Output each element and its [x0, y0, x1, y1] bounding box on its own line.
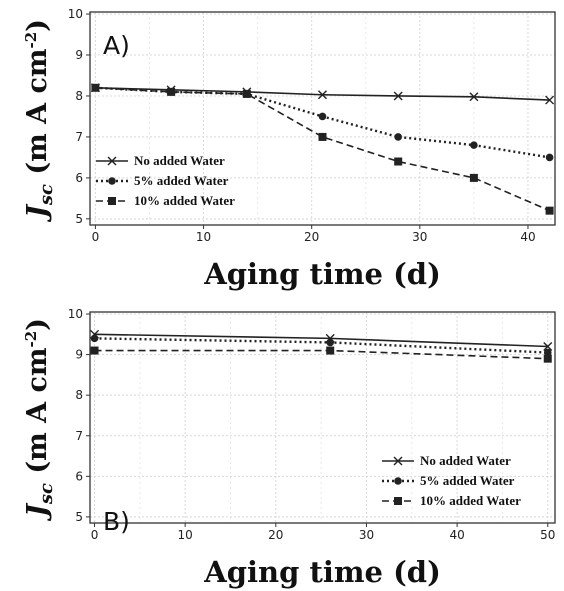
data-point-square	[108, 197, 116, 205]
x-axis-label: Aging time (d)	[203, 555, 441, 589]
y-tick-label: 9	[75, 348, 83, 362]
series-x	[90, 83, 555, 105]
series-line	[95, 86, 550, 159]
data-point-circle	[318, 112, 327, 121]
y-tick-label: 8	[75, 89, 83, 103]
x-tick-label: 30	[359, 528, 374, 542]
series-line	[94, 333, 548, 348]
legend-label: 10% added Water	[420, 493, 521, 508]
data-point-square	[543, 354, 552, 363]
chart-panel-b: 0 10 20 30 40 50 5 6 7 8 9 10 No added Water 5% added…	[22, 307, 556, 589]
y-tick-label: 6	[75, 171, 83, 185]
data-point-circle	[545, 153, 554, 162]
y-tick-label: 9	[75, 48, 83, 62]
series-square	[90, 346, 552, 363]
data-point-x	[393, 91, 403, 101]
data-point-circle	[394, 133, 402, 141]
y-axis-label: Jsc (m A cm-2)	[22, 318, 57, 522]
legend: No added Water 5% added Water 10% added Wa…	[96, 153, 235, 208]
data-point-square	[318, 132, 327, 141]
panel-label: A)	[103, 31, 130, 60]
x-axis-label: Aging time (d)	[203, 257, 441, 291]
x-tick-label: 0	[91, 528, 99, 542]
x-tick-label: 0	[92, 230, 100, 244]
x-tick-label: 40	[520, 230, 535, 244]
x-tick-label: 30	[412, 230, 427, 244]
x-tick-label: 40	[449, 528, 464, 542]
legend-label: 5% added Water	[134, 173, 229, 188]
legend-label: 5% added Water	[420, 473, 515, 488]
data-point-circle	[90, 334, 99, 343]
x-tick-label: 10	[178, 528, 193, 542]
data-point-square	[469, 173, 478, 182]
data-point-square	[167, 87, 176, 96]
data-point-circle	[326, 338, 335, 347]
y-tick-label: 10	[68, 307, 83, 321]
plot-frame	[89, 311, 556, 524]
y-tick-label: 8	[75, 388, 83, 402]
y-axis-label: Jsc (m A cm-2)	[22, 19, 57, 223]
y-tick-label: 7	[75, 130, 83, 144]
data-point-circle	[470, 141, 478, 149]
data-point-x	[469, 92, 479, 102]
x-tick-label: 20	[268, 528, 283, 542]
data-point-square	[394, 157, 403, 166]
legend: No added Water 5% added Water 10% added Wa…	[382, 453, 521, 508]
data-point-x	[393, 456, 403, 466]
data-point-x	[545, 95, 555, 105]
data-point-square	[242, 89, 251, 98]
data-point-circle	[543, 348, 552, 357]
series-square	[91, 83, 554, 215]
data-point-x	[107, 156, 117, 166]
x-tick-label: 50	[540, 528, 555, 542]
chart-panel-a: 0 10 20 30 40 5 6 7 8 9 10 No added Water 5% added W…	[22, 7, 556, 291]
data-point-square	[326, 346, 335, 355]
data-point-x	[318, 90, 327, 100]
y-tick-label: 7	[75, 429, 83, 443]
series-circle	[90, 334, 552, 357]
legend-label: No added Water	[420, 453, 511, 468]
data-point-circle	[394, 477, 402, 485]
legend-label: 10% added Water	[134, 193, 235, 208]
panel-label: B)	[103, 507, 130, 536]
plot-frame	[89, 11, 556, 226]
data-point-square	[91, 83, 100, 92]
y-tick-label: 5	[75, 510, 83, 524]
y-tick-label: 10	[68, 7, 83, 21]
data-point-circle	[108, 177, 116, 185]
data-point-square	[394, 497, 402, 505]
x-tick-label: 10	[196, 230, 211, 244]
x-tick-label: 20	[304, 230, 319, 244]
data-point-square	[545, 206, 554, 215]
y-tick-label: 5	[75, 212, 83, 226]
data-point-square	[90, 346, 99, 355]
legend-label: No added Water	[134, 153, 225, 168]
data-point-x	[543, 341, 553, 351]
y-tick-label: 6	[75, 469, 83, 483]
